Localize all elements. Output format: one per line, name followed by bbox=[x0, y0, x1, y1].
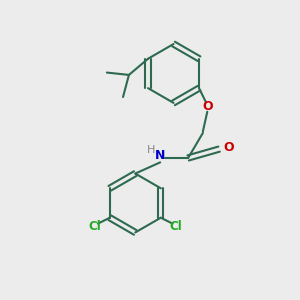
Text: Cl: Cl bbox=[169, 220, 182, 233]
Text: O: O bbox=[223, 141, 233, 154]
Text: Cl: Cl bbox=[89, 220, 101, 233]
Text: H: H bbox=[147, 145, 155, 155]
Text: O: O bbox=[202, 100, 213, 113]
Text: N: N bbox=[155, 149, 165, 162]
